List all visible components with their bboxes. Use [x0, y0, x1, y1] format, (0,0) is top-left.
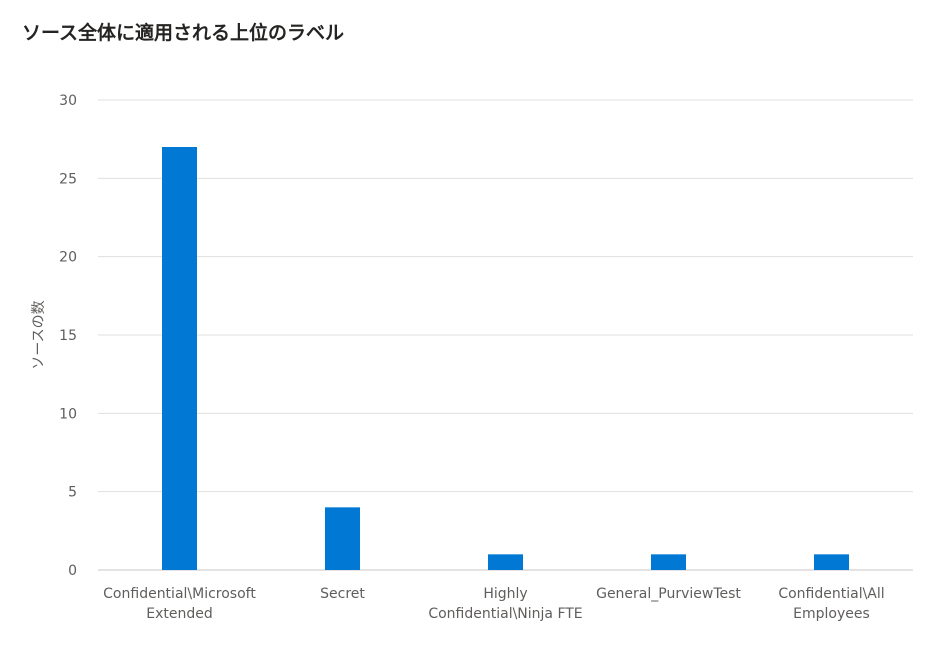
bar[interactable]: [651, 554, 686, 570]
x-tick-label-line: Highly: [483, 586, 527, 602]
y-tick-label: 0: [68, 563, 77, 579]
y-tick-label: 20: [59, 250, 77, 266]
bar[interactable]: [488, 554, 523, 570]
x-tick-label: Confidential\Microsoft Extended: [103, 586, 256, 622]
x-axis-ticks: Confidential\Microsoft Extended Secret High…: [103, 586, 885, 622]
x-tick-label: Confidential\All Employees: [778, 586, 884, 622]
x-tick-label-line: Extended: [146, 606, 213, 622]
x-tick-label-line: Confidential\Ninja FTE: [428, 606, 582, 622]
bar[interactable]: [162, 147, 197, 570]
y-tick-label: 10: [59, 406, 77, 422]
chart-title: ソース全体に適用される上位のラベル: [22, 22, 345, 44]
x-tick-label: Secret: [320, 586, 365, 602]
bars: [162, 147, 849, 570]
bar[interactable]: [325, 507, 360, 570]
x-tick-label-line: Secret: [320, 586, 365, 602]
y-tick-label: 15: [59, 328, 77, 344]
x-tick-label-line: Employees: [793, 606, 870, 622]
x-tick-label: Highly Confidential\Ninja FTE: [428, 586, 582, 622]
y-axis-label: ソースの数: [31, 300, 47, 369]
y-tick-label: 5: [68, 485, 77, 501]
y-tick-label: 30: [59, 93, 77, 109]
x-tick-label-line: Confidential\All: [778, 586, 884, 602]
x-tick-label: General_PurviewTest: [596, 586, 741, 602]
gridlines: [98, 99, 913, 493]
bar[interactable]: [814, 554, 849, 570]
x-tick-label-line: Confidential\Microsoft: [103, 586, 256, 602]
y-tick-label: 25: [59, 171, 77, 187]
x-tick-label-line: General_PurviewTest: [596, 586, 741, 602]
y-axis-ticks: 0 5 10 15 20 25 30: [59, 93, 77, 579]
